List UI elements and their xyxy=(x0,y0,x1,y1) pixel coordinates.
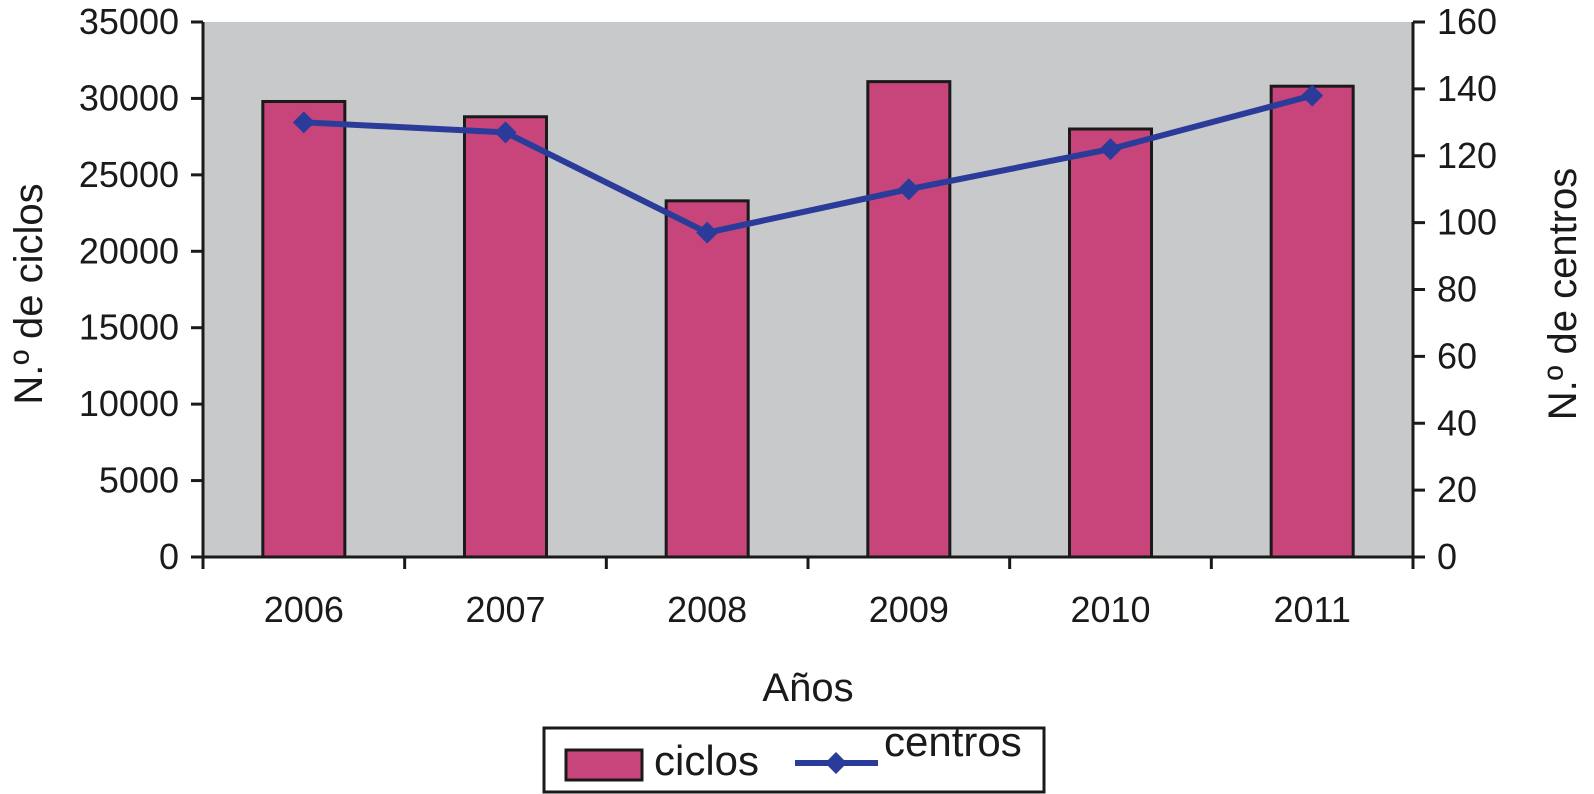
point-centros-2007 xyxy=(494,121,517,144)
y2-tick-label: 60 xyxy=(1437,335,1477,376)
point-centros-2008 xyxy=(696,221,719,244)
y-tick-label: 20000 xyxy=(79,230,179,271)
y-tick-label: 30000 xyxy=(79,77,179,118)
bar-2008 xyxy=(664,199,750,559)
bar-2010 xyxy=(1068,127,1153,559)
bar-2006 xyxy=(261,99,347,559)
x-tick-label: 2007 xyxy=(465,589,545,630)
y2-tick-label: 80 xyxy=(1437,269,1477,310)
line-group xyxy=(292,84,1324,244)
y2-tick-label: 120 xyxy=(1437,135,1497,176)
y2-tick-label: 160 xyxy=(1437,1,1497,42)
y2-tick-labels: 0 20 40 60 80 100 120 140 160 xyxy=(1437,1,1497,577)
x-axis-title: Años xyxy=(762,666,853,710)
point-centros-2009 xyxy=(897,178,920,201)
legend-swatch-ciclos xyxy=(564,748,644,782)
legend-label-ciclos: ciclos xyxy=(654,737,759,784)
bars-group xyxy=(261,80,1355,559)
y2-tick-label: 140 xyxy=(1437,68,1497,109)
y-tick-label: 10000 xyxy=(79,383,179,424)
y2-axis-title: N.º de centros xyxy=(1541,168,1585,421)
x-tick-label: 2011 xyxy=(1273,589,1350,630)
line-centros xyxy=(303,92,1313,236)
y2-tick-label: 40 xyxy=(1437,402,1477,443)
bar-2009 xyxy=(866,80,952,559)
y2-tick-label: 20 xyxy=(1437,469,1477,510)
x-tick-label: 2010 xyxy=(1070,589,1150,630)
y-tick-label: 0 xyxy=(159,536,179,577)
y-tick-label: 25000 xyxy=(79,154,179,195)
plot-area xyxy=(203,22,1413,557)
legend: ciclos centros xyxy=(542,718,1046,794)
x-tick-labels: 2006 2007 2008 2009 2010 2011 xyxy=(264,589,1351,630)
x-tick-label: 2006 xyxy=(264,589,344,630)
y2-tick-label: 0 xyxy=(1437,536,1457,577)
y-tick-label: 35000 xyxy=(79,1,179,42)
point-centros-2010 xyxy=(1099,138,1122,161)
y-axis-title: N.º de ciclos xyxy=(7,183,51,404)
y-tick-labels: 0 5000 10000 15000 20000 25000 30000 35000 xyxy=(79,1,179,577)
y-tick-label: 5000 xyxy=(99,460,179,501)
point-centros-2011 xyxy=(1301,84,1324,107)
legend-swatch-centros-marker xyxy=(825,752,847,774)
axes-group xyxy=(191,20,1425,569)
x-tick-label: 2008 xyxy=(667,589,747,630)
point-centros-2006 xyxy=(292,111,315,134)
bar-2011 xyxy=(1269,84,1355,559)
legend-label-centros: centros xyxy=(884,718,1022,765)
y2-tick-label: 100 xyxy=(1437,202,1497,243)
x-tick-label: 2009 xyxy=(869,589,949,630)
bar-2007 xyxy=(463,115,548,559)
y-tick-label: 15000 xyxy=(79,307,179,348)
